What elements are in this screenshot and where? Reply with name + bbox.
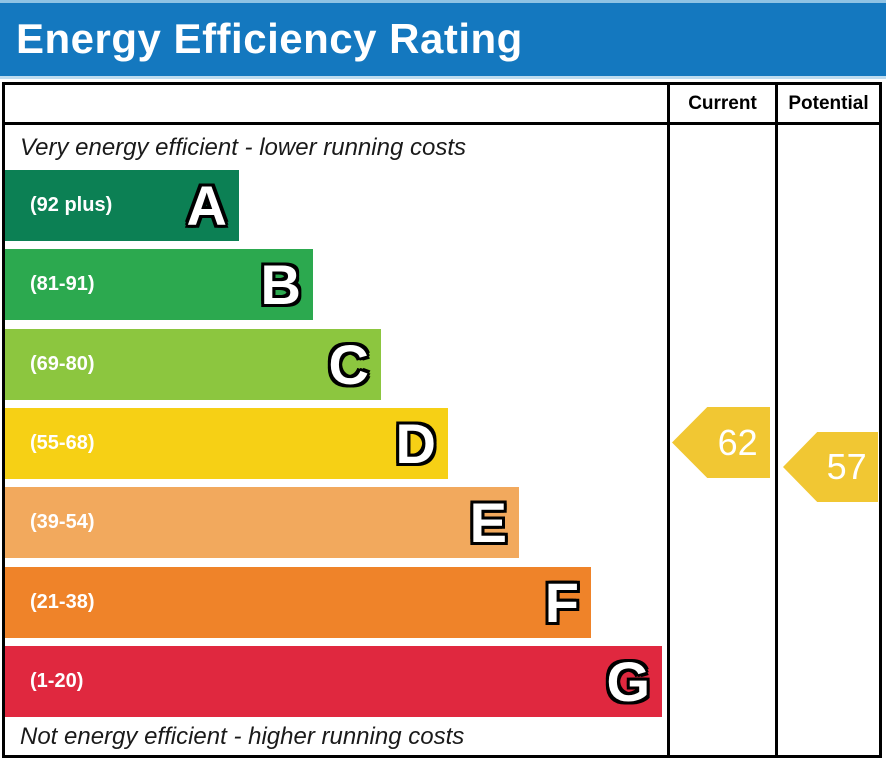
top-caption: Very energy efficient - lower running co… [20,134,466,161]
band-a: (92 plus) A [5,170,239,241]
band-d: (55-68) D [5,408,448,479]
band-e: (39-54) E [5,487,519,558]
band-f: (21-38) F [5,567,591,638]
band-letter: D [395,412,436,475]
band-c: (69-80) C [5,329,381,400]
header-divider [5,122,879,125]
band-range-label: (55-68) [30,432,95,454]
band-range-label: (92 plus) [30,194,113,216]
band-letter: F [544,571,579,634]
band-letter: B [260,253,301,316]
band-g: (1-20) G [5,646,662,717]
band-range-label: (39-54) [30,511,95,533]
band-letter: G [606,650,650,713]
band-letter: C [328,333,369,396]
bottom-caption: Not energy efficient - higher running co… [20,723,465,750]
current-score-value: 62 [717,422,758,463]
band-range-label: (81-91) [30,273,95,295]
potential-score-value: 57 [826,446,867,487]
band-range-label: (1-20) [30,670,84,692]
column-divider-current [667,85,670,755]
title-bar: Energy Efficiency Rating [0,0,886,79]
band-b: (81-91) B [5,249,313,320]
band-letter: A [186,174,227,237]
potential-column-header: Potential [788,93,869,114]
page-title: Energy Efficiency Rating [16,15,523,62]
band-letter: E [469,491,507,554]
column-divider-potential [775,85,778,755]
band-range-label: (21-38) [30,591,95,613]
current-column-header: Current [688,93,757,114]
band-range-label: (69-80) [30,353,95,375]
